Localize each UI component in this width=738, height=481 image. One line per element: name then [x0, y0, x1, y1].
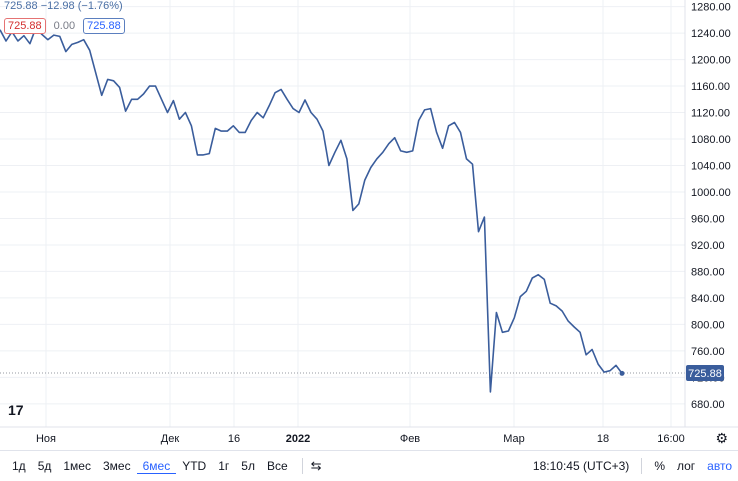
log-toggle[interactable]: лог — [676, 459, 696, 473]
header-change: −12.98 (−1.76%) — [40, 0, 123, 12]
range-option[interactable]: 6мес — [136, 459, 177, 474]
percent-toggle[interactable]: % — [654, 459, 665, 473]
range-option[interactable]: 5д — [37, 458, 52, 473]
y-tick-label: 960.00 — [691, 213, 725, 225]
y-tick-label: 1240.00 — [691, 28, 731, 40]
y-tick-label: 760.00 — [691, 346, 725, 358]
y-tick-label: 800.00 — [691, 319, 725, 331]
range-option[interactable]: 1г — [218, 458, 230, 473]
y-tick-label: 1080.00 — [691, 134, 731, 146]
calendar-range-icon[interactable]: ⇆ — [310, 458, 322, 473]
x-tick-label: 16 — [228, 433, 240, 445]
tradingview-logo-icon[interactable]: 17 — [8, 402, 24, 418]
y-tick-label: 880.00 — [691, 266, 725, 278]
y-tick-label: 1280.00 — [691, 2, 731, 14]
bottom-toolbar: 1д 5д 1мес 3мес 6мес YTD 1г 5л Все ⇆ 18:10:45 (U… — [0, 450, 738, 481]
y-tick-label: 1160.00 — [691, 81, 730, 93]
x-tick-label: Ноя — [36, 433, 56, 445]
y-tick-label: 1040.00 — [691, 161, 731, 173]
header-price: 725.88 — [4, 0, 38, 12]
y-tick-label: 1120.00 — [691, 108, 730, 120]
range-option[interactable]: 3мес — [102, 458, 131, 473]
range-option[interactable]: 5л — [241, 458, 255, 473]
range-option[interactable]: 1мес — [63, 458, 91, 473]
toolbar-right: 18:10:45 (UTC+3) % лог авто — [533, 458, 738, 474]
quote-badges: 725.88 0.00 725.88 — [4, 18, 125, 34]
x-tick-label: Фев — [400, 433, 420, 445]
sell-badge[interactable]: 725.88 — [4, 18, 46, 34]
x-tick-label: Дек — [161, 433, 180, 445]
x-tick-label: 18 — [597, 433, 609, 445]
y-axis-ticks: 680.00720.00760.00800.00840.00880.00920.… — [691, 2, 731, 411]
y-tick-label: 840.00 — [691, 293, 725, 305]
price-series-line — [0, 27, 623, 393]
buy-badge[interactable]: 725.88 — [83, 18, 125, 34]
y-tick-label: 680.00 — [691, 399, 725, 411]
x-tick-label: Мар — [503, 433, 525, 445]
price-header: 725.88 −12.98 (−1.76%) — [4, 0, 123, 12]
grid-lines — [0, 0, 685, 427]
range-option[interactable]: 1д — [12, 458, 26, 473]
y-tick-label: 920.00 — [691, 240, 725, 252]
range-option[interactable]: YTD — [182, 458, 207, 473]
auto-toggle[interactable]: авто — [707, 459, 732, 473]
spread-badge: 0.00 — [53, 20, 76, 32]
time-label[interactable]: 18:10:45 (UTC+3) — [532, 459, 630, 473]
toolbar-divider-2 — [641, 458, 643, 474]
price-chart[interactable]: 680.00720.00760.00800.00840.00880.00920.… — [0, 0, 738, 450]
last-price-point — [619, 370, 625, 376]
x-axis-ticks: Ноя Дек 16 2022 Фев Мар 18 16:00 — [36, 433, 685, 445]
y-tick-label: 1000.00 — [691, 187, 731, 199]
x-tick-label: 16:00 — [657, 433, 685, 445]
y-tick-label: 1200.00 — [691, 55, 731, 67]
range-selector: 1д 5д 1мес 3мес 6мес YTD 1г 5л Все — [0, 459, 294, 474]
price-tag: 725.88 — [688, 368, 722, 380]
gear-icon[interactable]: ⚙ — [715, 430, 728, 446]
toolbar-divider — [301, 458, 303, 474]
range-option[interactable]: Все — [266, 458, 288, 473]
x-tick-label: 2022 — [286, 433, 310, 445]
price-tag-box — [686, 365, 724, 381]
